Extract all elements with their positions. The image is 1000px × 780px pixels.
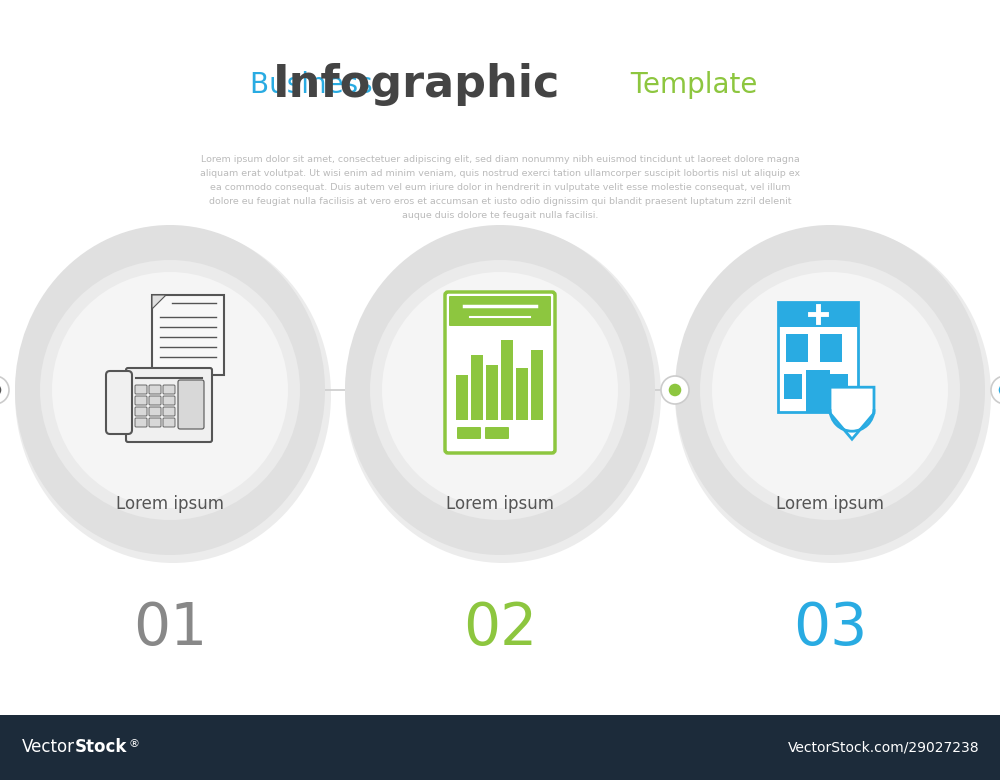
Text: 01: 01 [133, 600, 207, 657]
FancyBboxPatch shape [178, 380, 204, 429]
FancyBboxPatch shape [445, 292, 555, 453]
FancyBboxPatch shape [135, 385, 147, 394]
FancyBboxPatch shape [457, 427, 481, 439]
Text: Template: Template [622, 71, 757, 99]
FancyBboxPatch shape [0, 715, 1000, 780]
Ellipse shape [675, 225, 985, 555]
FancyBboxPatch shape [456, 375, 468, 420]
FancyBboxPatch shape [516, 368, 528, 420]
FancyBboxPatch shape [806, 370, 830, 412]
Ellipse shape [712, 272, 948, 508]
Circle shape [991, 376, 1000, 404]
FancyBboxPatch shape [149, 418, 161, 427]
FancyBboxPatch shape [830, 374, 848, 399]
Ellipse shape [40, 260, 300, 520]
FancyBboxPatch shape [784, 374, 802, 399]
Circle shape [668, 383, 682, 397]
FancyBboxPatch shape [778, 302, 858, 412]
FancyBboxPatch shape [501, 340, 513, 420]
Ellipse shape [345, 225, 655, 555]
Ellipse shape [382, 272, 618, 508]
FancyBboxPatch shape [135, 396, 147, 405]
FancyBboxPatch shape [449, 296, 551, 326]
Ellipse shape [15, 225, 325, 555]
Text: VectorStock.com/29027238: VectorStock.com/29027238 [788, 740, 980, 754]
Text: Lorem ipsum dolor sit amet, consectetuer adipiscing elit, sed diam nonummy nibh : Lorem ipsum dolor sit amet, consectetuer… [200, 155, 800, 220]
FancyBboxPatch shape [126, 368, 212, 442]
FancyBboxPatch shape [163, 407, 175, 416]
Text: Business: Business [250, 71, 382, 99]
FancyBboxPatch shape [163, 385, 175, 394]
FancyBboxPatch shape [486, 365, 498, 420]
Circle shape [661, 376, 689, 404]
FancyBboxPatch shape [149, 385, 161, 394]
FancyBboxPatch shape [163, 396, 175, 405]
Text: Infographic: Infographic [273, 63, 560, 107]
FancyBboxPatch shape [152, 295, 224, 375]
Text: Lorem ipsum: Lorem ipsum [446, 495, 554, 513]
Text: 02: 02 [463, 600, 537, 657]
FancyBboxPatch shape [163, 418, 175, 427]
Text: Stock: Stock [75, 739, 127, 757]
Polygon shape [152, 295, 166, 309]
Text: Vector: Vector [22, 739, 75, 757]
FancyBboxPatch shape [471, 355, 483, 420]
Text: ®: ® [128, 739, 139, 750]
Ellipse shape [675, 227, 991, 563]
Text: Lorem ipsum: Lorem ipsum [776, 495, 884, 513]
Circle shape [0, 383, 2, 397]
Polygon shape [830, 387, 874, 439]
Text: 03: 03 [793, 600, 867, 657]
FancyBboxPatch shape [135, 418, 147, 427]
FancyBboxPatch shape [778, 302, 858, 327]
FancyBboxPatch shape [149, 407, 161, 416]
FancyBboxPatch shape [820, 334, 842, 362]
Circle shape [0, 376, 9, 404]
FancyBboxPatch shape [485, 427, 509, 439]
Ellipse shape [700, 260, 960, 520]
Ellipse shape [15, 227, 331, 563]
Ellipse shape [370, 260, 630, 520]
FancyBboxPatch shape [149, 396, 161, 405]
FancyBboxPatch shape [786, 334, 808, 362]
FancyBboxPatch shape [531, 350, 543, 420]
Ellipse shape [345, 227, 661, 563]
FancyBboxPatch shape [135, 407, 147, 416]
FancyBboxPatch shape [106, 371, 132, 434]
Ellipse shape [52, 272, 288, 508]
Circle shape [998, 383, 1000, 397]
Text: Lorem ipsum: Lorem ipsum [116, 495, 224, 513]
